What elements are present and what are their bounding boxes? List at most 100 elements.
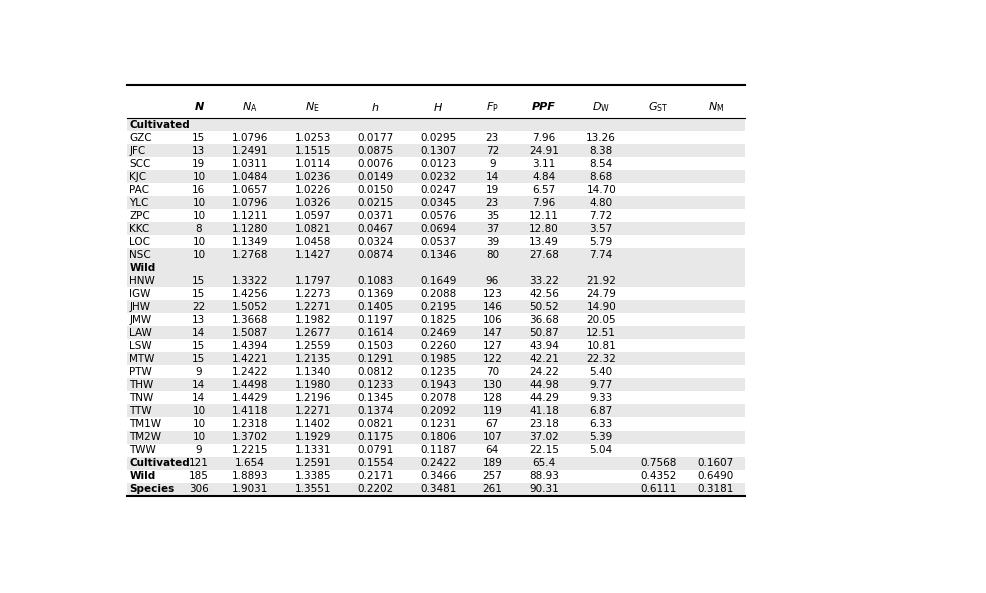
Text: 37.02: 37.02 — [529, 432, 559, 442]
Text: 42.21: 42.21 — [528, 354, 559, 364]
Text: LAW: LAW — [129, 328, 152, 338]
Text: 64: 64 — [486, 445, 499, 455]
Text: 7.96: 7.96 — [532, 133, 555, 143]
Text: 1.2768: 1.2768 — [232, 250, 268, 260]
Text: 1.4498: 1.4498 — [232, 380, 268, 390]
Bar — [127, 118, 744, 131]
Text: 23.18: 23.18 — [528, 419, 559, 429]
Text: 1.5087: 1.5087 — [232, 328, 268, 338]
Text: 7.72: 7.72 — [590, 211, 613, 221]
Text: 1.1331: 1.1331 — [295, 445, 331, 455]
Text: 128: 128 — [482, 393, 502, 403]
Text: 0.0345: 0.0345 — [420, 198, 457, 208]
Text: 50.52: 50.52 — [529, 302, 559, 312]
Text: 1.2491: 1.2491 — [232, 146, 268, 156]
Text: LOC: LOC — [129, 237, 150, 247]
Text: 0.1943: 0.1943 — [420, 380, 457, 390]
Text: 21.92: 21.92 — [587, 276, 616, 286]
Text: 0.1985: 0.1985 — [420, 354, 457, 364]
Text: 1.4256: 1.4256 — [232, 289, 268, 299]
Text: 257: 257 — [482, 471, 502, 481]
Text: 10: 10 — [192, 419, 205, 429]
Text: 0.1554: 0.1554 — [357, 458, 393, 468]
Text: 1.1797: 1.1797 — [295, 276, 331, 286]
Text: 10.81: 10.81 — [587, 341, 616, 351]
Text: 22: 22 — [192, 302, 205, 312]
Text: 88.93: 88.93 — [528, 471, 559, 481]
Text: 1.2273: 1.2273 — [295, 289, 331, 299]
Text: 1.2271: 1.2271 — [295, 406, 331, 416]
Text: 1.1211: 1.1211 — [232, 211, 268, 221]
Text: 12.80: 12.80 — [529, 224, 559, 234]
Text: 1.2271: 1.2271 — [295, 302, 331, 312]
Text: 8.68: 8.68 — [590, 172, 613, 181]
Bar — [127, 170, 744, 183]
Text: 13: 13 — [192, 315, 205, 325]
Text: PTW: PTW — [129, 367, 152, 377]
Text: 6.87: 6.87 — [590, 406, 613, 416]
Text: 4.84: 4.84 — [532, 172, 555, 181]
Text: 16: 16 — [192, 185, 205, 195]
Text: 10: 10 — [192, 172, 205, 181]
Text: 1.2215: 1.2215 — [232, 445, 268, 455]
Bar — [127, 404, 744, 417]
Text: 0.0694: 0.0694 — [420, 224, 457, 234]
Text: $\mathit{N}_\mathsf{E}$: $\mathit{N}_\mathsf{E}$ — [306, 100, 320, 114]
Text: 0.2078: 0.2078 — [420, 393, 457, 403]
Text: 0.0150: 0.0150 — [357, 185, 393, 195]
Text: 0.0215: 0.0215 — [357, 198, 393, 208]
Text: 33.22: 33.22 — [528, 276, 559, 286]
Text: 0.1607: 0.1607 — [698, 458, 734, 468]
Text: 123: 123 — [482, 289, 502, 299]
Text: 0.1233: 0.1233 — [357, 380, 393, 390]
Text: TM1W: TM1W — [129, 419, 162, 429]
Text: 27.68: 27.68 — [528, 250, 559, 260]
Text: 24.79: 24.79 — [587, 289, 616, 299]
Text: MTW: MTW — [129, 354, 155, 364]
Text: 1.2318: 1.2318 — [232, 419, 268, 429]
Text: 19: 19 — [192, 159, 205, 169]
Bar — [127, 391, 744, 404]
Text: 8.38: 8.38 — [590, 146, 613, 156]
Bar — [127, 209, 744, 222]
Text: 9: 9 — [195, 445, 202, 455]
Text: KKC: KKC — [129, 224, 150, 234]
Text: 1.0226: 1.0226 — [295, 185, 331, 195]
Text: 0.6490: 0.6490 — [698, 471, 734, 481]
Text: 0.0149: 0.0149 — [357, 172, 393, 181]
Bar — [127, 326, 744, 339]
Text: Cultivated: Cultivated — [129, 458, 190, 468]
Text: 0.0371: 0.0371 — [357, 211, 393, 221]
Text: 122: 122 — [482, 354, 502, 364]
Text: 0.1825: 0.1825 — [420, 315, 457, 325]
Text: TTW: TTW — [129, 406, 152, 416]
Text: 107: 107 — [482, 432, 502, 442]
Text: THW: THW — [129, 380, 154, 390]
Text: 1.3322: 1.3322 — [232, 276, 268, 286]
Text: 0.1307: 0.1307 — [420, 146, 457, 156]
Text: 0.0875: 0.0875 — [357, 146, 393, 156]
Text: 1.0326: 1.0326 — [295, 198, 331, 208]
Bar — [127, 417, 744, 431]
Text: 5.40: 5.40 — [590, 367, 612, 377]
Text: Species: Species — [129, 484, 175, 494]
Text: 80: 80 — [486, 250, 499, 260]
Text: 1.654: 1.654 — [236, 458, 265, 468]
Bar — [127, 457, 744, 470]
Text: $\mathit{H}$: $\mathit{H}$ — [433, 101, 443, 113]
Text: 0.0324: 0.0324 — [357, 237, 393, 247]
Text: 189: 189 — [482, 458, 502, 468]
Text: 0.0295: 0.0295 — [420, 133, 457, 143]
Text: 14: 14 — [192, 380, 205, 390]
Text: 9: 9 — [195, 367, 202, 377]
Text: 0.1806: 0.1806 — [420, 432, 457, 442]
Text: HNW: HNW — [129, 276, 155, 286]
Bar — [127, 144, 744, 157]
Text: 1.0821: 1.0821 — [295, 224, 331, 234]
Text: 0.1231: 0.1231 — [420, 419, 457, 429]
Text: 1.1402: 1.1402 — [295, 419, 331, 429]
Text: 1.1280: 1.1280 — [232, 224, 268, 234]
Bar — [127, 313, 744, 326]
Text: 0.0821: 0.0821 — [357, 419, 393, 429]
Text: 0.1503: 0.1503 — [357, 341, 393, 351]
